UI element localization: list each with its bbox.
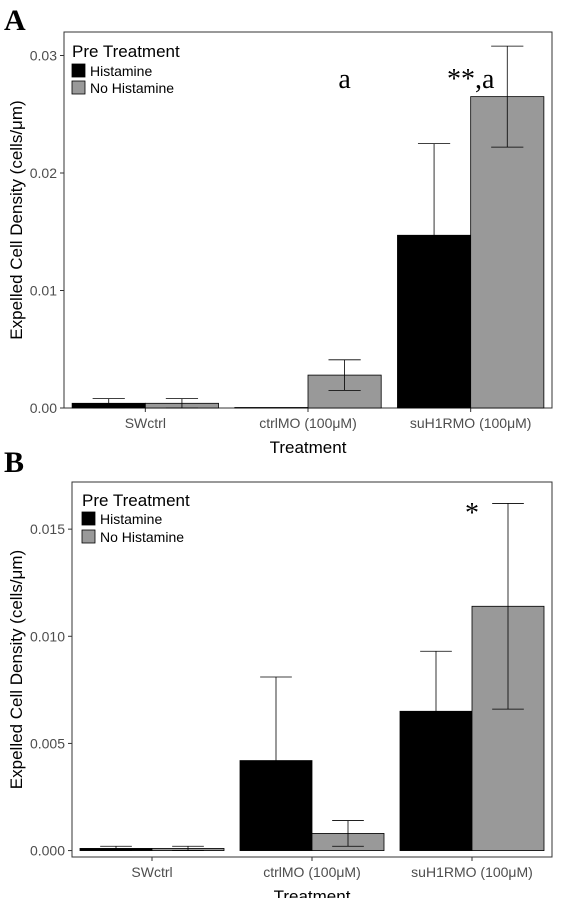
legend-title: Pre Treatment	[82, 491, 190, 510]
x-axis-title: Treatment	[274, 887, 351, 898]
legend-label: No Histamine	[100, 529, 184, 545]
x-tick-label: ctrlMO (100μM)	[263, 864, 361, 880]
legend-label: No Histamine	[90, 80, 174, 96]
x-tick-label: suH1RMO (100μM)	[411, 864, 533, 880]
y-tick-label: 0.02	[30, 165, 57, 181]
significance-annotation: a	[338, 64, 351, 95]
x-axis-title: Treatment	[270, 438, 347, 457]
y-axis-title: Expelled Cell Density (cells/μm)	[7, 100, 26, 339]
x-tick-label: suH1RMO (100μM)	[410, 415, 532, 431]
x-tick-label: SWctrl	[125, 415, 166, 431]
legend-title: Pre Treatment	[72, 42, 180, 61]
y-tick-label: 0.005	[30, 735, 65, 751]
significance-annotation: *	[465, 498, 479, 529]
bar-histamine	[234, 407, 309, 409]
legend-label: Histamine	[90, 63, 152, 79]
legend-swatch	[71, 80, 86, 95]
legend-swatch	[71, 63, 86, 78]
chart-panel-b: B 0.000 0.005 0.010 0.015 SWctrl ctrlMO (100μM…	[4, 446, 553, 898]
y-tick-label: 0.03	[30, 48, 57, 64]
bar-no-histamine	[470, 96, 545, 409]
chart-panel-a: A 0.00 0.01 0.02 0.03 SWctrl ctrlMO (100μM) suH…	[4, 4, 553, 457]
panel-label: A	[4, 4, 26, 37]
y-tick-label: 0.000	[30, 843, 65, 859]
y-tick-label: 0.01	[30, 283, 57, 299]
y-tick-label: 0.00	[30, 400, 57, 416]
legend-label: Histamine	[100, 511, 162, 527]
panel-label: B	[4, 446, 24, 479]
legend-swatch	[81, 511, 96, 526]
y-tick-label: 0.015	[30, 521, 65, 537]
legend-swatch	[81, 529, 96, 544]
x-tick-label: ctrlMO (100μM)	[259, 415, 357, 431]
y-tick-label: 0.010	[30, 628, 65, 644]
y-axis-title: Expelled Cell Density (cells/μm)	[7, 550, 26, 789]
significance-annotation: **,a	[447, 64, 495, 95]
x-tick-label: SWctrl	[131, 864, 172, 880]
